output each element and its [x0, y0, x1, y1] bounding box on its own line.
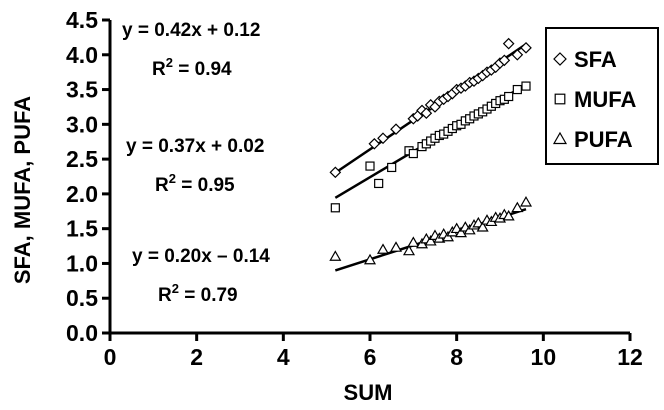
point-pufa	[511, 201, 524, 213]
point-sfa	[502, 37, 515, 50]
y-tick-label: 0.0	[66, 320, 98, 346]
y-tick-label: 4.0	[66, 42, 98, 68]
y-tick-label: 3.5	[66, 77, 98, 103]
y-tick-label: 0.5	[66, 285, 98, 311]
legend-marker-mufa	[554, 93, 566, 105]
point-sfa	[511, 48, 524, 61]
point-sfa	[520, 41, 532, 54]
point-sfa	[329, 166, 342, 179]
axes: 0 2 4 6 8 10 12 0.0 0.5 1.0 1.5 2.0 2.5 3.0 3.5 4.0 4.5	[66, 7, 643, 370]
y-tick-label: 2.5	[66, 146, 98, 172]
point-mufa	[504, 91, 514, 102]
point-pufa	[389, 241, 403, 252]
y-tick-label: 4.5	[66, 7, 98, 33]
legend-label-pufa: PUFA	[574, 127, 633, 152]
point-sfa	[498, 54, 511, 67]
equation-sfa: y = 0.42x + 0.12 R2 = 0.94	[122, 20, 260, 80]
y-tick-label: 3.0	[66, 111, 98, 137]
equation-mufa: y = 0.37x + 0.02 R2 = 0.95	[126, 136, 264, 196]
point-pufa	[519, 196, 533, 207]
x-axis-title: SUM	[344, 380, 393, 405]
x-tick-label: 8	[450, 344, 463, 370]
point-mufa	[521, 81, 531, 91]
x-tick-label: 4	[277, 344, 290, 370]
point-mufa	[512, 84, 522, 95]
point-pufa	[424, 234, 437, 246]
x-tick-label: 0	[104, 344, 117, 370]
point-pufa	[402, 244, 416, 256]
point-sfa	[368, 137, 381, 150]
equation-pufa-text: y = 0.20x – 0.14	[132, 246, 270, 267]
point-sfa	[390, 123, 402, 136]
x-tick-label: 6	[364, 344, 377, 370]
point-mufa	[408, 148, 418, 159]
equation-pufa: y = 0.20x – 0.14 R2 = 0.79	[132, 246, 270, 306]
y-tick-label: 2.0	[66, 181, 98, 207]
y-axis-title: SFA, MUFA, PUFA	[10, 96, 35, 284]
point-mufa	[387, 162, 397, 173]
equation-mufa-text: y = 0.37x + 0.02	[126, 136, 264, 157]
point-pufa	[502, 209, 515, 221]
point-pufa	[329, 250, 342, 261]
point-pufa	[407, 236, 420, 247]
r2-pufa-text: R2 = 0.79	[158, 281, 238, 306]
point-mufa	[374, 178, 384, 189]
x-tick-label: 10	[531, 344, 557, 370]
x-tick-label: 2	[190, 344, 203, 370]
point-pufa	[476, 221, 489, 232]
legend-marker-pufa	[552, 131, 568, 145]
x-tick-label: 12	[617, 344, 643, 370]
legend-label-mufa: MUFA	[574, 87, 636, 112]
point-sfa	[420, 107, 433, 120]
legend-marker-sfa	[553, 52, 567, 66]
r2-mufa-text: R2 = 0.95	[155, 171, 235, 196]
point-mufa	[365, 161, 375, 171]
data-points	[329, 37, 533, 265]
legend-label-sfa: SFA	[574, 47, 617, 72]
y-tick-label: 1.5	[66, 216, 98, 242]
point-pufa	[454, 226, 468, 238]
legend: SFA MUFA PUFA	[545, 27, 659, 165]
point-mufa	[330, 203, 340, 213]
r2-sfa-text: R2 = 0.94	[152, 55, 232, 80]
equation-sfa-text: y = 0.42x + 0.12	[122, 20, 260, 41]
point-pufa	[363, 253, 377, 265]
point-pufa	[376, 243, 390, 254]
point-sfa	[377, 132, 389, 145]
y-tick-label: 1.0	[66, 250, 98, 276]
